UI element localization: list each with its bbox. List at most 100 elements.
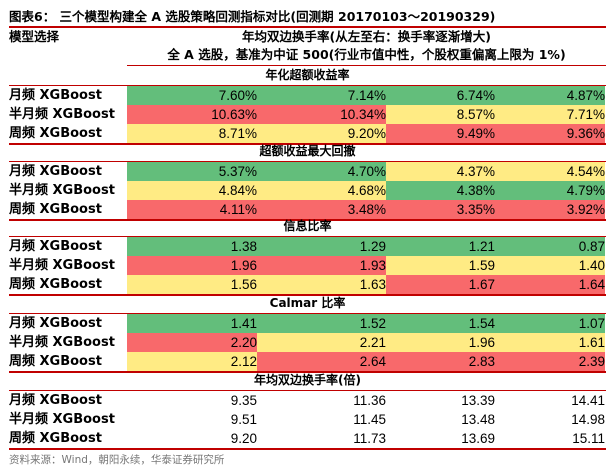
divider [9,26,606,28]
value-cell: 2.20 [127,333,257,352]
model-column-header: 模型选择 [9,29,60,44]
model-label: 周频 XGBoost [9,431,102,446]
value-cell: 9.49% [386,124,495,143]
value-cell: 8.57% [386,105,495,124]
section-title: 信息比率 [283,219,332,233]
value-cell: 10.63% [127,105,257,124]
table-row: 半月频 XGBoost 2.20 2.21 1.96 1.61 [9,333,605,352]
value-cell: 14.41 [571,393,605,408]
value-cell: 4.38% [386,181,495,200]
value-cell: 4.11% [127,200,257,219]
value-cell: 4.84% [127,181,257,200]
divider [9,143,606,145]
value-cell: 14.98 [571,412,605,427]
divider [9,390,606,391]
value-cell: 0.87 [495,237,605,256]
model-label: 半月频 XGBoost [9,107,115,122]
divider [9,161,606,162]
value-cell: 3.35% [386,200,495,219]
table-row: 半月频 XGBoost 4.84% 4.68% 4.38% 4.79% [9,181,605,200]
value-cell: 4.68% [257,181,386,200]
value-cell: 4.54% [495,162,605,181]
model-label: 月频 XGBoost [9,164,102,179]
value-cell: 1.63 [257,275,386,294]
value-cell: 1.21 [386,237,495,256]
model-label: 周频 XGBoost [9,354,102,369]
model-label: 月频 XGBoost [9,316,102,331]
value-cell: 2.21 [257,333,386,352]
value-cell: 2.12 [127,352,257,371]
divider [9,448,606,450]
divider [127,65,606,66]
value-cell: 1.93 [257,256,386,275]
divider [9,294,606,296]
model-label: 半月频 XGBoost [9,258,115,273]
value-cell: 2.83 [386,352,495,371]
value-cell: 1.67 [386,275,495,294]
section-title: 超额收益最大回撤 [259,144,356,158]
value-cell: 3.48% [257,200,386,219]
table-row: 月频 XGBoost 9.35 11.36 13.39 14.41 [9,391,605,410]
value-cell: 15.11 [572,431,605,446]
value-cell: 13.69 [461,431,495,446]
figure-title: 图表6： 三个模型构建全 A 选股策略回测指标对比(回测期 20170103～2… [9,9,496,24]
value-cell: 11.45 [353,412,386,427]
table-row: 半月频 XGBoost 10.63% 10.34% 8.57% 7.71% [9,105,605,124]
model-label: 月频 XGBoost [9,393,102,408]
divider [9,219,606,221]
section-title: 年化超额收益率 [265,68,350,82]
table-row: 月频 XGBoost 1.41 1.52 1.54 1.07 [9,314,605,333]
universe-row: 全 A 选股，基准为中证 500(行业市值中性，个股权重偏离上限为 1%) [9,46,606,64]
value-cell: 1.56 [127,275,257,294]
value-cell: 1.59 [386,256,495,275]
value-cell: 4.37% [386,162,495,181]
value-cell: 9.35 [230,393,257,408]
divider [9,313,606,314]
model-label: 半月频 XGBoost [9,335,115,350]
value-cell: 7.71% [495,105,605,124]
value-cell: 9.20 [230,431,257,446]
table-row: 周频 XGBoost 1.56 1.63 1.67 1.64 [9,275,605,294]
value-cell: 1.40 [495,256,605,275]
model-label: 周频 XGBoost [9,202,102,217]
table-row: 月频 XGBoost 1.38 1.29 1.21 0.87 [9,237,605,256]
value-cell: 1.54 [386,314,495,333]
value-cell: 4.79% [495,181,605,200]
value-cell: 7.60% [127,86,257,105]
value-cell: 13.48 [461,412,495,427]
value-cell: 1.64 [495,275,605,294]
section-title: Calmar 比率 [269,296,346,310]
table-row: 周频 XGBoost 8.71% 9.20% 9.49% 9.36% [9,124,605,143]
value-cell: 1.38 [127,237,257,256]
value-cell: 7.14% [257,86,386,105]
model-label: 半月频 XGBoost [9,412,115,427]
value-cell: 1.41 [127,314,257,333]
table-row: 月频 XGBoost 7.60% 7.14% 6.74% 4.87% [9,86,605,105]
table-row: 周频 XGBoost 9.20 11.73 13.69 15.11 [9,429,605,448]
section-title: 年均双边换手率(倍) [254,373,361,387]
table-row: 周频 XGBoost 4.11% 3.48% 3.35% 3.92% [9,200,605,219]
universe-header: 全 A 选股，基准为中证 500(行业市值中性，个股权重偏离上限为 1%) [167,47,566,62]
divider [9,371,606,373]
table-row: 月频 XGBoost 5.37% 4.70% 4.37% 4.54% [9,162,605,181]
value-cell: 2.64 [257,352,386,371]
value-cell: 6.74% [386,86,495,105]
table-row: 半月频 XGBoost 9.51 11.45 13.48 14.98 [9,410,605,429]
value-cell: 9.20% [257,124,386,143]
value-cell: 1.52 [257,314,386,333]
model-label: 周频 XGBoost [9,126,102,141]
value-cell: 1.07 [495,314,605,333]
value-cell: 5.37% [127,162,257,181]
table-row: 半月频 XGBoost 1.96 1.93 1.59 1.40 [9,256,605,275]
value-cell: 13.39 [461,393,495,408]
model-label: 半月频 XGBoost [9,183,115,198]
value-cell: 1.96 [386,333,495,352]
value-cell: 1.61 [495,333,605,352]
value-cell: 11.36 [353,393,386,408]
value-cell: 11.73 [353,431,386,446]
value-cell: 8.71% [127,124,257,143]
value-cell: 10.34% [257,105,386,124]
turnover-header: 年均双边换手率(从左至右：换手率逐渐增大) [242,29,491,44]
table-row: 周频 XGBoost 2.12 2.64 2.83 2.39 [9,352,605,371]
